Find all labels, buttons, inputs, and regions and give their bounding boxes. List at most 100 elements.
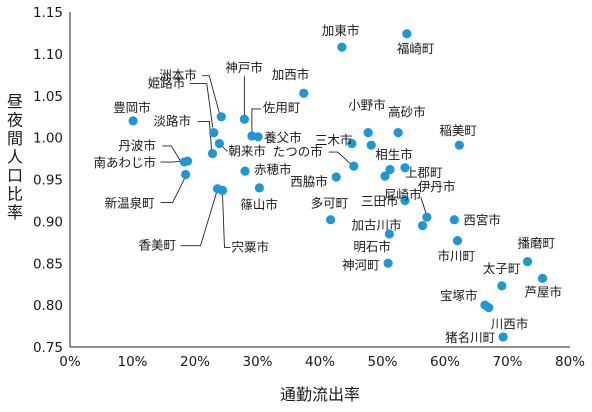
data-point [385,164,395,175]
point-label: 洲本市 [159,68,197,83]
point-label: 西脇市 [290,174,328,189]
data-point [417,220,428,231]
point-label: 養父市 [264,130,302,145]
y-tick-label: 0.90 [33,214,63,230]
point-label: 淡路市 [154,114,192,129]
y-axis-label-char: 間 [7,129,23,148]
point-label: 播磨町 [518,236,556,251]
y-axis-label-char: 夜 [7,111,23,130]
data-point [326,215,336,225]
data-point [400,163,410,173]
point-label: 赤穂市 [254,162,292,177]
leader-line [251,108,261,132]
point-label: 市川町 [438,249,476,264]
point-label: 新温泉町 [105,195,155,210]
data-point [454,140,464,150]
data-point [383,258,393,268]
data-point [216,112,226,122]
point-label: 神戸市 [225,60,263,75]
point-label: 高砂市 [388,105,426,120]
point-label: 三木市 [315,132,353,147]
x-tick-label: 10% [117,354,147,370]
point-label: 明石市 [353,239,391,254]
y-axis-label-char: 率 [7,203,23,222]
point-label: 小野市 [348,98,386,113]
data-point [337,42,347,52]
point-label: 三田市 [361,193,399,208]
y-tick-label: 1.05 [33,89,63,105]
data-point [498,332,508,342]
point-label: 稲美町 [439,123,477,138]
x-tick-label: 20% [180,354,210,370]
y-tick-label: 1.00 [33,131,63,147]
leader-line [328,151,352,165]
data-point [393,128,403,138]
data-point [209,128,219,138]
y-tick-label: 1.10 [33,47,63,63]
point-label: 神河町 [342,257,380,272]
y-tick-label: 0.75 [33,340,63,356]
data-point [207,148,218,159]
data-point [299,88,309,98]
data-point [422,212,432,222]
data-point [366,140,376,150]
x-axis-label: 通勤流出率 [280,385,360,404]
data-point [217,185,228,195]
point-label: 猪名川町 [445,330,495,345]
point-label: 香美町 [139,238,177,253]
data-point [254,183,264,193]
point-label: 宝塚市 [440,288,478,303]
data-point [522,256,533,267]
data-point [537,273,548,283]
point-label: 加古川市 [352,218,402,233]
point-label: 丹波市 [118,138,156,153]
data-point [384,229,394,239]
point-label: 多可町 [311,196,349,211]
point-label: 宍粟市 [232,239,270,254]
data-point [214,138,224,149]
data-point [400,195,410,206]
point-label: たつの市 [273,144,323,159]
tick-labels: 0% 10% 20% 30% 40% 50% 60% 70% 80% 0.75 0.80 0.85 0.… [33,5,585,370]
x-tick-label: 80% [555,354,585,370]
data-point [239,114,249,124]
x-tick-label: 0% [59,354,81,370]
data-point [452,236,463,246]
data-point [363,128,373,138]
data-point [402,29,412,39]
x-tick-label: 40% [305,354,335,370]
point-label: 福崎町 [397,41,435,56]
x-tick-label: 60% [430,354,460,370]
axes [69,12,570,348]
y-tick-label: 0.80 [33,298,63,314]
point-label: 佐用町 [263,100,301,115]
point-label: 太子町 [483,261,521,276]
point-label: 伊丹市 [418,179,456,194]
x-tick-label: 70% [492,354,522,370]
data-point [331,172,341,182]
point-label: 南あわじ市 [94,155,157,170]
data-point [240,166,250,176]
data-point [497,281,507,291]
data-point [182,156,193,166]
point-label: 篠山市 [240,197,278,212]
point-label: 芦屋市 [525,284,563,299]
point-label: 姫路市 [148,76,186,91]
point-label: 加東市 [322,23,360,38]
leader-line [162,145,181,162]
data-point [449,215,459,225]
data-point [484,303,494,313]
point-label: 尼崎市 [384,187,422,202]
y-axis-label-char: 人 [7,148,23,167]
point-label: 豊岡市 [113,100,151,115]
leader-line [180,192,217,247]
data-point [349,161,359,171]
leader-line [189,83,214,128]
leader-line [222,146,228,152]
x-tick-label: 50% [367,354,397,370]
leader-lines [160,75,427,248]
y-axis-label: 昼夜間人口比率 [7,92,23,222]
point-label: 上郡町 [405,165,443,180]
